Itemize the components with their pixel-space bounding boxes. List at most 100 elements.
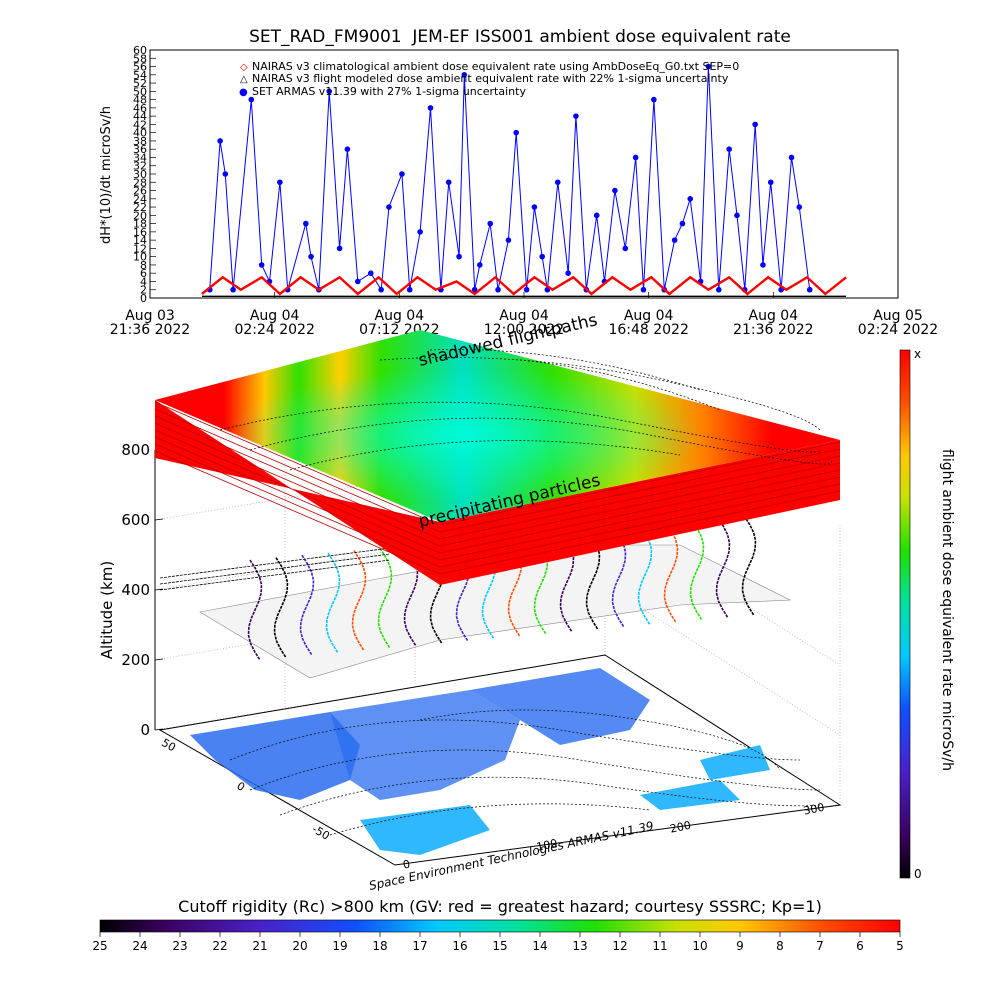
ocean-patch-4	[360, 805, 490, 855]
y-tick-label: 26	[133, 185, 147, 198]
armas-point	[640, 286, 647, 293]
armas-point	[622, 245, 629, 252]
y-tick-label: 58	[133, 52, 147, 65]
longitude-tick-label: 200	[669, 819, 692, 836]
right-colorbar	[899, 349, 911, 879]
bottom-tick-label: 5	[896, 939, 904, 953]
armas-point	[705, 63, 712, 70]
armas-line	[209, 66, 811, 292]
armas-point	[354, 278, 361, 285]
orbit-track	[611, 526, 627, 628]
armas-point	[461, 72, 468, 78]
y-axis-label: dH*(10)/dt microSv/h	[99, 106, 114, 244]
armas-point	[679, 220, 686, 227]
nairas-climatological-line	[201, 275, 847, 296]
ocean-patch-3	[470, 668, 650, 745]
orbit-track	[559, 531, 575, 633]
armas-point	[796, 204, 803, 210]
right-colorbar-bottom-label: 0	[914, 867, 922, 881]
armas-point	[471, 286, 478, 293]
orbit-track	[299, 554, 315, 656]
armas-point	[222, 171, 229, 177]
z-tick-mark	[154, 518, 164, 521]
x-tick-date: Aug 04	[250, 308, 300, 324]
longitude-ticks: 0 100 200 300	[402, 801, 826, 872]
orbit-track	[273, 557, 289, 659]
legend: ◇ NAIRAS v3 climatological ambient dose …	[239, 60, 739, 98]
x-tick-date: Aug 04	[624, 308, 674, 324]
legend-symbol-armas: ●	[239, 87, 248, 98]
armas-point	[651, 96, 657, 103]
bottom-tick-label: 25	[92, 939, 107, 953]
y-tick-label: 8	[140, 259, 147, 272]
ocean-patch-1	[190, 712, 360, 800]
armas-point	[593, 212, 600, 219]
bottom-tick-label: 20	[292, 939, 307, 953]
orbit-track	[637, 524, 653, 626]
armas-point	[378, 286, 384, 293]
y-tick-label: 24	[133, 193, 147, 206]
slab-glow	[155, 330, 840, 522]
y-tick-label: 56	[133, 61, 147, 74]
y-tick-label: 34	[133, 151, 147, 164]
bottom-tick-label: 22	[212, 939, 227, 953]
z-tick-mark	[154, 588, 164, 591]
armas-point	[326, 88, 333, 95]
bottom-tick-label: 14	[532, 939, 547, 953]
armas-point	[573, 113, 579, 119]
bottom-tick-label: 15	[492, 939, 507, 953]
bottom-tick-label: 7	[816, 939, 824, 953]
x-tick-date: Aug 04	[749, 308, 799, 324]
orbit-track	[533, 533, 549, 635]
continents	[190, 668, 770, 855]
y-tick-label: 12	[133, 242, 147, 255]
x-tick-date: Aug 05	[873, 308, 923, 324]
z-axis: 0 200 400 600 800	[121, 441, 164, 739]
y-tick-label: 46	[133, 102, 147, 115]
armas-point	[788, 154, 795, 161]
y-tick-label: 4	[140, 275, 147, 288]
armas-point	[767, 179, 774, 186]
slab-layer-line	[154, 401, 841, 526]
y-tick-label: 22	[133, 201, 147, 214]
bottom-tick-label: 12	[612, 939, 627, 953]
bottom-tick-label: 17	[412, 939, 427, 953]
armas-point	[456, 253, 462, 260]
z-tick-label: 200	[121, 651, 150, 669]
x-tick-time: 16:48 2022	[608, 322, 688, 338]
orbit-track	[689, 519, 705, 621]
orbit-track	[377, 547, 393, 649]
armas-point	[632, 154, 639, 161]
armas-point	[612, 187, 618, 194]
armas-point	[445, 179, 452, 186]
slab-layer-line	[154, 443, 841, 568]
right-colorbar-top-label: x	[914, 347, 921, 361]
orbit-track	[455, 540, 471, 642]
orbit-track	[715, 517, 731, 619]
y-tick-label: 30	[133, 168, 147, 181]
armas-point	[367, 270, 374, 277]
armas-point	[427, 105, 434, 111]
bottom-colorbar-title: Cutoff rigidity (Rc) >800 km (GV: red = …	[178, 897, 822, 916]
bottom-tick-label: 18	[372, 939, 387, 953]
armas-point	[523, 286, 530, 293]
slab-layer-line	[154, 429, 841, 554]
y-tick-label: 52	[133, 77, 147, 90]
ocean-patch-2	[330, 690, 520, 800]
right-colorbar-title: flight ambient dose equivalent rate micr…	[939, 449, 955, 771]
armas-point	[806, 286, 813, 293]
bottom-tick-label: 11	[652, 939, 667, 953]
y-tick-label: 38	[133, 135, 147, 148]
armas-point	[399, 171, 405, 177]
armas-point	[217, 138, 223, 144]
y-tick-label: 54	[133, 69, 147, 82]
armas-point	[752, 121, 758, 128]
orbit-track	[325, 552, 341, 654]
bottom-tick-label: 9	[736, 939, 744, 953]
armas-point	[344, 146, 351, 152]
legend-entry-armas: SET ARMAS v11.39 with 27% 1-sigma uncert…	[252, 85, 526, 98]
slab-layer-line	[154, 422, 841, 547]
longitude-tick-label: 300	[802, 801, 825, 818]
series-armas	[206, 63, 813, 293]
chart-title: SET_RAD_FM9001 JEM-EF ISS001 ambient dos…	[249, 27, 791, 47]
